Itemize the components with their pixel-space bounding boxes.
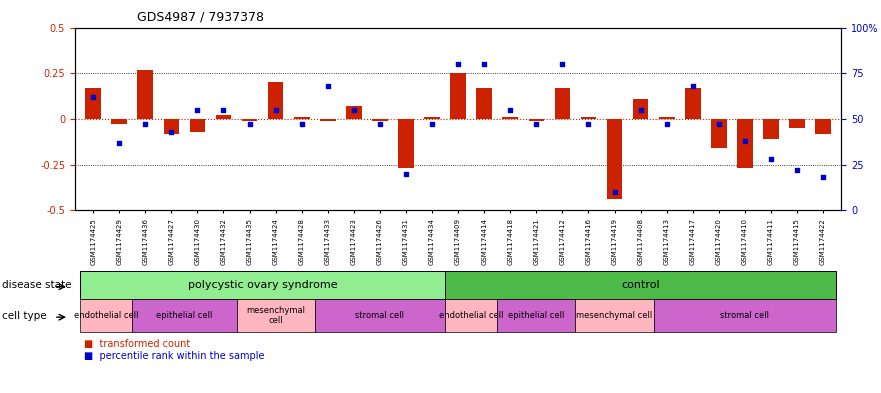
Point: [608, 189, 622, 195]
Point: [112, 140, 126, 146]
Bar: [346, 106, 362, 119]
Bar: [789, 119, 805, 128]
Point: [217, 107, 231, 113]
Point: [399, 171, 413, 177]
Bar: [815, 119, 831, 134]
Bar: [654, 299, 836, 332]
Text: cell type: cell type: [2, 310, 47, 321]
Point: [555, 61, 569, 67]
Point: [138, 121, 152, 127]
Bar: [294, 117, 309, 119]
Text: stromal cell: stromal cell: [355, 311, 404, 320]
Point: [790, 167, 804, 173]
Bar: [425, 117, 440, 119]
Bar: [685, 88, 700, 119]
Point: [294, 121, 308, 127]
Bar: [268, 83, 284, 119]
Bar: [320, 119, 336, 121]
Bar: [763, 119, 779, 139]
Text: polycystic ovary syndrome: polycystic ovary syndrome: [188, 280, 337, 290]
Bar: [607, 119, 622, 199]
Bar: [236, 299, 315, 332]
Point: [816, 174, 830, 180]
Bar: [445, 271, 836, 299]
Text: ■  transformed count: ■ transformed count: [84, 339, 190, 349]
Bar: [85, 88, 101, 119]
Point: [633, 107, 648, 113]
Point: [86, 94, 100, 100]
Text: stromal cell: stromal cell: [721, 311, 769, 320]
Bar: [737, 119, 752, 168]
Bar: [216, 115, 232, 119]
Point: [242, 121, 256, 127]
Bar: [372, 119, 388, 121]
Bar: [398, 119, 414, 168]
Point: [164, 129, 178, 135]
Bar: [659, 117, 675, 119]
Bar: [111, 119, 127, 124]
Point: [321, 83, 335, 89]
Point: [269, 107, 283, 113]
Bar: [529, 119, 544, 121]
Bar: [315, 299, 445, 332]
Point: [478, 61, 492, 67]
Point: [712, 121, 726, 127]
Bar: [241, 119, 257, 121]
Point: [503, 107, 517, 113]
Text: endothelial cell: endothelial cell: [439, 311, 503, 320]
Point: [451, 61, 465, 67]
Bar: [132, 299, 236, 332]
Text: endothelial cell: endothelial cell: [74, 311, 138, 320]
Bar: [445, 299, 497, 332]
Bar: [633, 99, 648, 119]
Point: [529, 121, 544, 127]
Point: [738, 138, 752, 144]
Text: GDS4987 / 7937378: GDS4987 / 7937378: [137, 11, 263, 24]
Bar: [80, 299, 132, 332]
Text: mesenchymal
cell: mesenchymal cell: [246, 306, 305, 325]
Point: [190, 107, 204, 113]
Bar: [554, 88, 570, 119]
Text: epithelial cell: epithelial cell: [156, 311, 212, 320]
Text: disease state: disease state: [2, 280, 71, 290]
Bar: [164, 119, 179, 134]
Text: control: control: [621, 280, 660, 290]
Point: [685, 83, 700, 89]
Bar: [189, 119, 205, 132]
Point: [373, 121, 387, 127]
Text: mesenchymal cell: mesenchymal cell: [576, 311, 653, 320]
Bar: [477, 88, 492, 119]
Bar: [581, 117, 596, 119]
Bar: [450, 73, 466, 119]
Point: [425, 121, 439, 127]
Text: ■  percentile rank within the sample: ■ percentile rank within the sample: [84, 351, 264, 361]
Bar: [137, 70, 153, 119]
Text: epithelial cell: epithelial cell: [508, 311, 565, 320]
Point: [347, 107, 361, 113]
Bar: [80, 271, 445, 299]
Point: [581, 121, 596, 127]
Bar: [711, 119, 727, 148]
Bar: [497, 299, 575, 332]
Bar: [575, 299, 654, 332]
Point: [660, 121, 674, 127]
Point: [764, 156, 778, 162]
Bar: [502, 117, 518, 119]
